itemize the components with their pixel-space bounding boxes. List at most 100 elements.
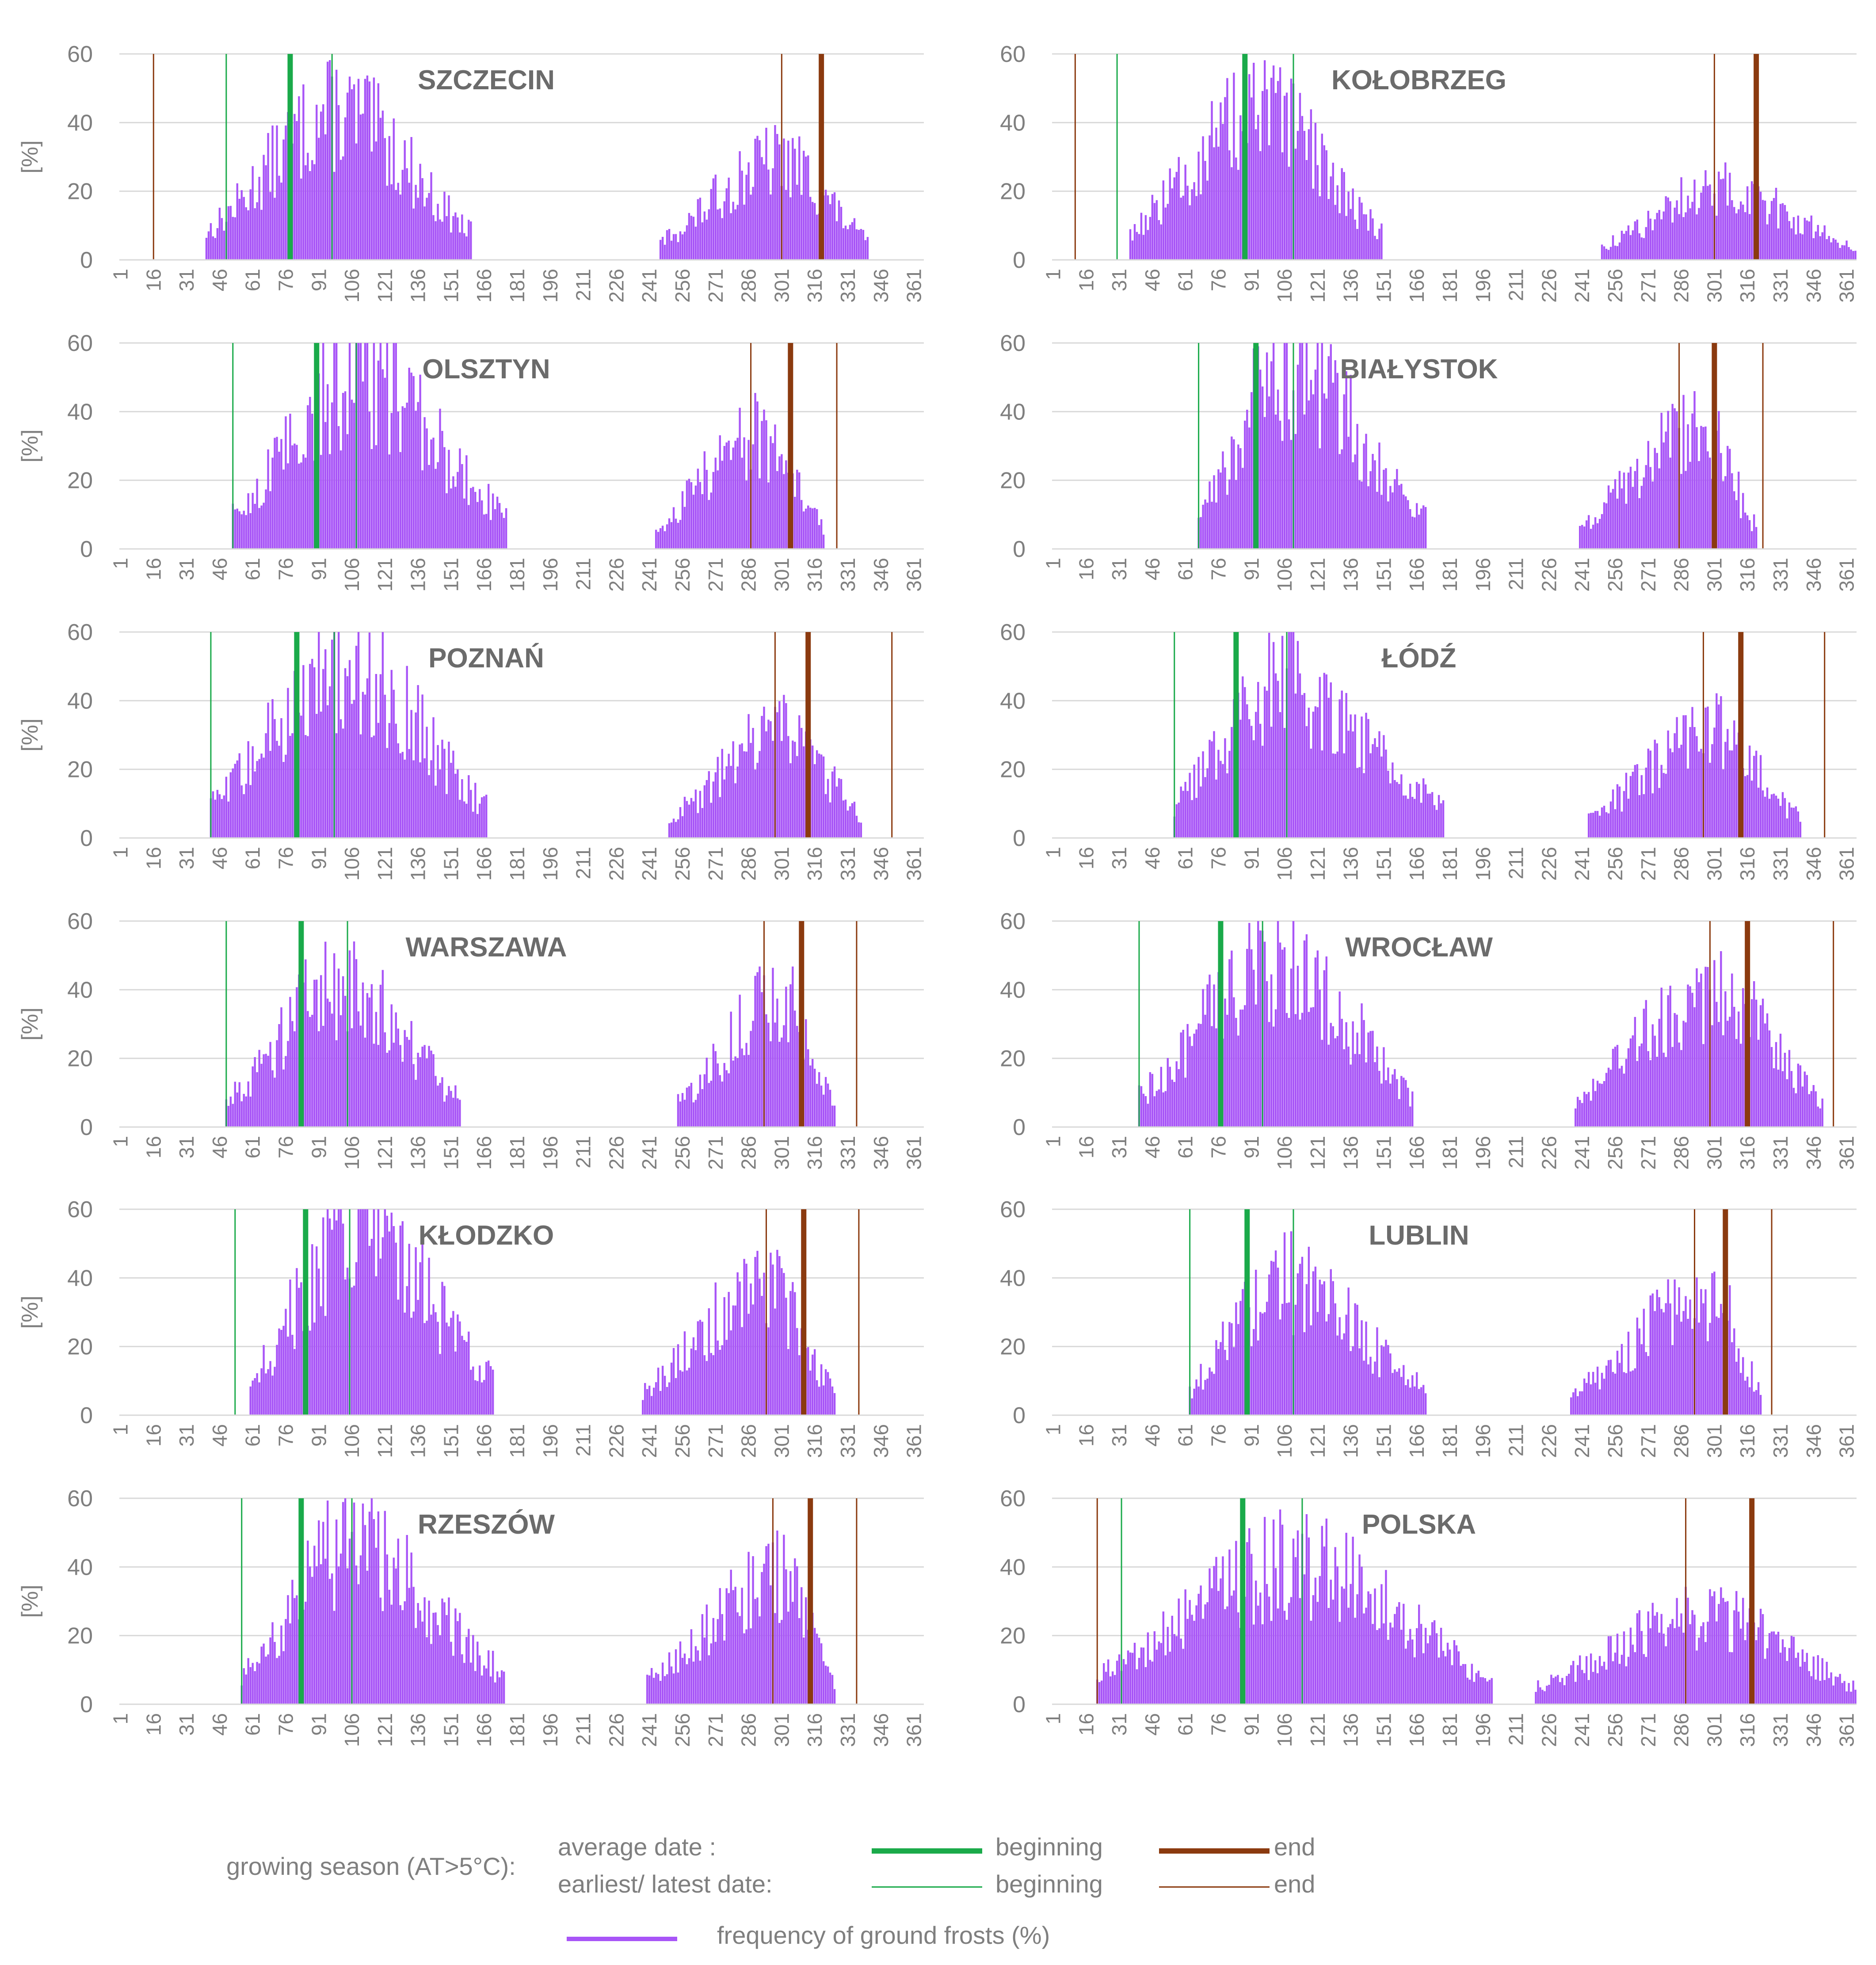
frost-bar: [1755, 1390, 1758, 1415]
frost-bar: [1744, 776, 1746, 838]
frost-bar: [1808, 1094, 1810, 1127]
frost-bar: [1180, 1032, 1182, 1127]
frost-bar: [1365, 214, 1367, 260]
frost-bar: [1559, 1682, 1561, 1704]
frost-bar: [1477, 1671, 1480, 1704]
frost-bar: [408, 1244, 410, 1415]
frost-bar: [1341, 690, 1343, 838]
frost-bar: [1596, 1367, 1599, 1415]
frost-bar: [1233, 439, 1235, 549]
frost-bar: [1773, 198, 1775, 260]
frost-bar: [397, 743, 399, 838]
frost-bar: [827, 1666, 829, 1704]
frost-bar: [679, 807, 682, 838]
frost-bar: [1376, 1630, 1378, 1704]
frost-bar: [741, 1327, 743, 1415]
frost-bar: [1352, 1346, 1354, 1415]
frost-bar: [265, 733, 267, 838]
frost-bar: [1213, 1566, 1215, 1704]
frost-bar: [1713, 1591, 1716, 1704]
frost-bar: [813, 1069, 816, 1127]
frost-bar: [1711, 206, 1713, 260]
frost-bar: [747, 440, 750, 549]
frost-bar: [494, 509, 496, 549]
frost-bar: [452, 476, 454, 549]
frost-bar: [432, 438, 435, 549]
frost-bar: [294, 114, 296, 260]
frost-bar: [1627, 1657, 1630, 1704]
x-tick-label: 121: [374, 847, 397, 881]
y-axis-label: [%]: [17, 429, 43, 462]
frost-bar: [311, 160, 313, 260]
frost-bar: [1841, 245, 1843, 260]
x-tick-label: 286: [737, 269, 760, 303]
frost-bar: [465, 455, 468, 549]
frost-bar: [492, 1369, 494, 1415]
frost-bar: [397, 1538, 399, 1704]
frost-bar: [271, 1622, 274, 1704]
frost-bar: [406, 403, 408, 549]
frost-bar: [756, 762, 759, 838]
chart-title: POLSKA: [1362, 1509, 1476, 1540]
frost-bar: [1742, 1598, 1744, 1704]
frost-bar: [1605, 503, 1608, 549]
frost-bar: [1380, 1345, 1383, 1415]
frost-bar: [794, 497, 796, 549]
frost-bar: [439, 408, 441, 549]
frost-bar: [339, 160, 342, 260]
frost-bar: [417, 1300, 419, 1415]
frost-bar: [408, 1588, 410, 1704]
frost-bar: [1563, 1685, 1566, 1704]
frost-bar: [1665, 431, 1667, 549]
frost-bar: [1585, 1382, 1588, 1415]
frost-bar: [1211, 741, 1213, 838]
x-tick-label: 181: [506, 1424, 529, 1458]
frost-bar: [1191, 1615, 1193, 1704]
frost-bar: [1305, 160, 1308, 260]
x-tick-label: 106: [1273, 558, 1296, 592]
frost-bar: [862, 230, 865, 260]
frost-bar: [1748, 214, 1751, 260]
frost-bar: [267, 1654, 269, 1704]
frost-bar: [1468, 1679, 1471, 1704]
frost-bar: [761, 716, 763, 838]
frost-bar: [463, 801, 465, 838]
frost-bar: [468, 775, 470, 838]
frost-bar: [792, 740, 794, 838]
frost-bar: [813, 508, 816, 549]
frost-bar: [1403, 1078, 1405, 1127]
x-tick-label: 136: [1339, 847, 1362, 881]
frost-bar: [1742, 1357, 1744, 1415]
frost-bar: [1310, 380, 1312, 549]
frost-bar: [1740, 518, 1742, 549]
frost-bar: [805, 156, 807, 260]
frost-bar: [1274, 1009, 1277, 1127]
frost-bar: [287, 1041, 289, 1127]
frost-bar: [739, 407, 741, 549]
frost-bar: [1414, 1657, 1416, 1704]
x-tick-label: 241: [1571, 558, 1594, 592]
frost-bar: [388, 723, 391, 838]
frost-bar: [269, 1361, 271, 1415]
frost-bar: [1709, 1323, 1711, 1415]
x-tick-label: 361: [903, 1136, 926, 1170]
frost-bar: [686, 801, 688, 838]
frost-bar: [708, 1655, 710, 1704]
frost-bar: [783, 1273, 785, 1415]
frost-bar: [811, 1354, 814, 1415]
frost-bar: [1248, 427, 1251, 549]
frost-bar: [373, 1519, 375, 1704]
frost-bar: [1770, 794, 1773, 838]
x-tick-label: 166: [473, 1713, 496, 1747]
frost-bar: [714, 1051, 717, 1127]
frost-bar: [450, 1318, 452, 1415]
frost-bar: [373, 77, 375, 260]
x-tick-label: 226: [605, 269, 628, 303]
y-tick-label: 40: [67, 688, 93, 714]
frost-bar: [1693, 1007, 1696, 1127]
frost-bar: [1354, 714, 1356, 838]
frost-bar: [759, 140, 761, 260]
frost-bar: [234, 509, 236, 549]
x-tick-label: 346: [869, 847, 892, 881]
frost-bar: [1700, 1626, 1702, 1704]
